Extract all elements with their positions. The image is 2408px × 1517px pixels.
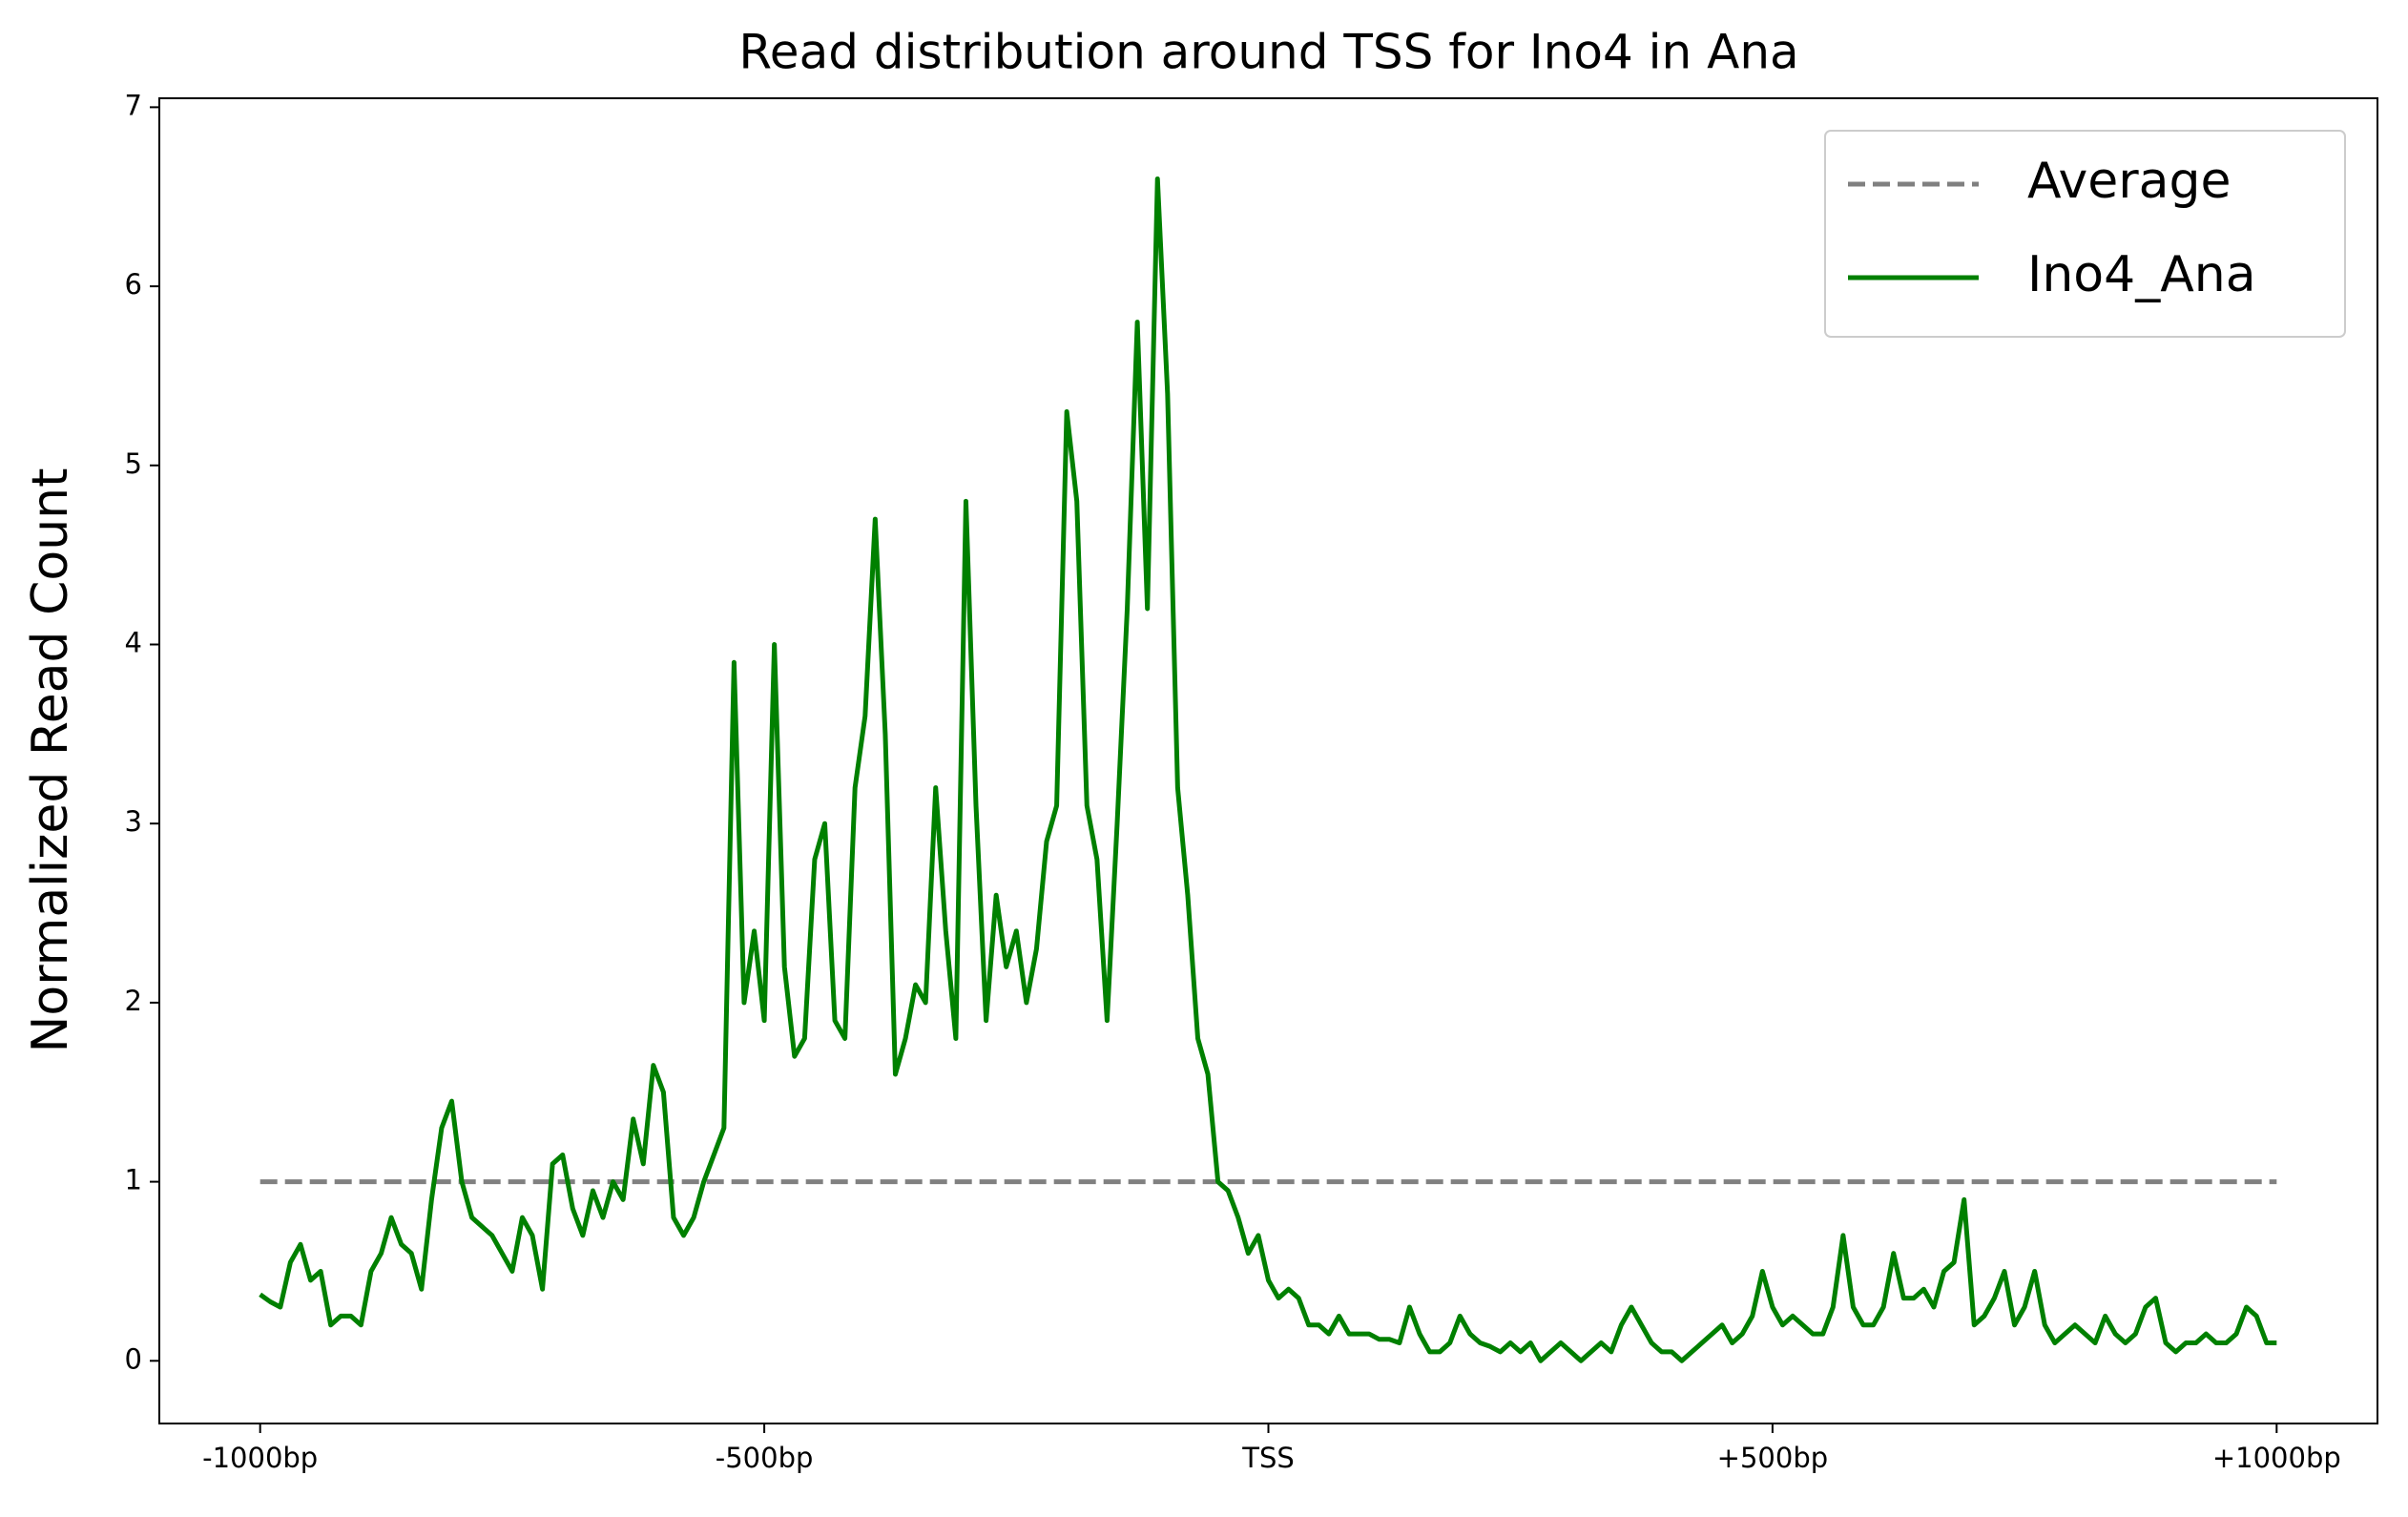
y-tick-label: 0 bbox=[125, 1342, 142, 1375]
x-tick-label: +1000bp bbox=[2212, 1442, 2341, 1474]
x-tick-label: +500bp bbox=[1717, 1442, 1828, 1474]
y-tick-label: 3 bbox=[125, 805, 142, 838]
plot-frame bbox=[158, 97, 2378, 1424]
x-tick-label: -1000bp bbox=[202, 1442, 318, 1474]
legend-label: Average bbox=[2027, 153, 2232, 210]
y-axis-label: Normalized Read Count bbox=[22, 468, 79, 1052]
legend-label: Ino4_Ana bbox=[2027, 246, 2256, 303]
y-tick-label: 1 bbox=[125, 1164, 142, 1196]
x-tick-label: -500bp bbox=[716, 1442, 814, 1474]
y-tick-label: 4 bbox=[125, 626, 142, 658]
x-tick-label: TSS bbox=[1241, 1442, 1295, 1474]
line-series bbox=[259, 176, 2277, 1363]
y-tick-label: 7 bbox=[125, 89, 142, 121]
y-tick-label: 5 bbox=[125, 447, 142, 480]
chart-title: Read distribution around TSS for Ino4 in… bbox=[738, 25, 1798, 80]
y-tick-label: 2 bbox=[125, 985, 142, 1017]
y-tick-label: 6 bbox=[125, 268, 142, 301]
